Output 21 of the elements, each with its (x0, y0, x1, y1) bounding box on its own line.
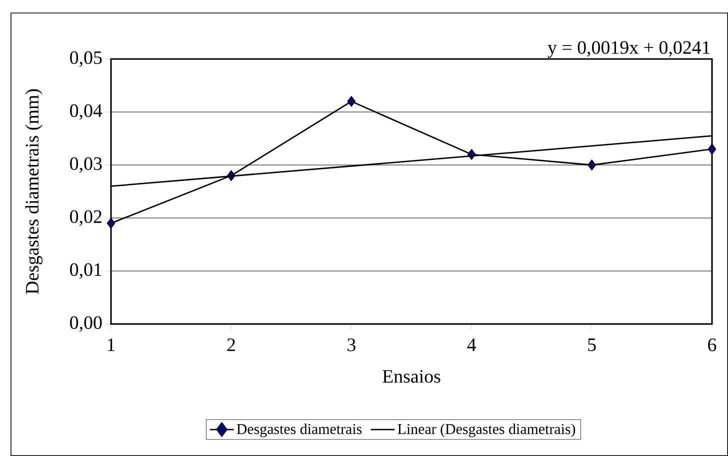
x-tick-label: 3 (348, 338, 356, 352)
y-tick-label: 0,01 (70, 263, 102, 279)
x-tick-label: 1 (108, 338, 115, 352)
y-tick-label: 0,03 (70, 157, 102, 173)
y-axis-title: Desgastes diametrais (mm) (25, 89, 43, 294)
x-axis-title: Ensaios (382, 370, 440, 383)
point (106, 218, 116, 229)
point (708, 144, 716, 154)
legend-label: Desgastes diametrais (236, 424, 362, 438)
x-tick-label: 5 (588, 338, 596, 352)
y-tick-label: 0,02 (70, 210, 102, 226)
legend-label: Linear (Desgastes diametrais) (398, 424, 576, 438)
point (347, 96, 356, 107)
point (588, 160, 596, 170)
x-tick-label: 2 (227, 338, 235, 352)
y-tick-label: 0,00 (70, 316, 102, 332)
x-tick-label: 6 (708, 338, 716, 352)
y-tick-label: 0,04 (70, 104, 102, 120)
x-tick-label: 4 (467, 338, 476, 351)
text: y = 0,0019x + 0,0241 (548, 41, 710, 58)
y-tick-label: 0,05 (70, 51, 102, 67)
